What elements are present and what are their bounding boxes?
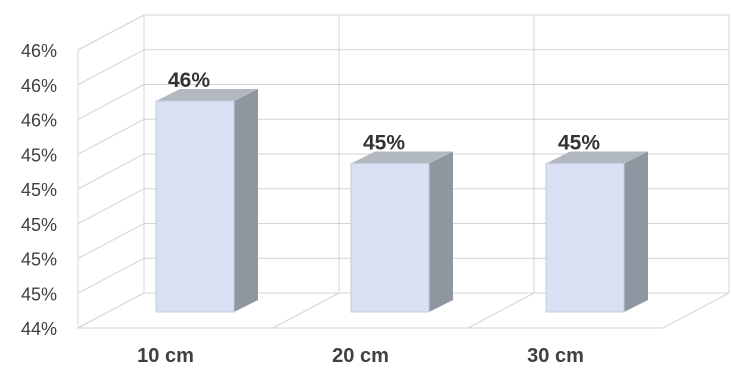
bar-front	[545, 163, 625, 313]
data-label: 45%	[363, 132, 405, 155]
y-axis: 44% 45% 45% 45% 45% 45% 46% 46% 46%	[21, 41, 57, 339]
x-tick-label: 20 cm	[332, 345, 389, 367]
x-tick-label: 10 cm	[137, 345, 194, 367]
bar: 45%	[350, 132, 453, 313]
gridline-side	[77, 223, 145, 259]
data-label: 45%	[558, 132, 600, 155]
bars: 46% 45% 45%	[155, 69, 648, 313]
bar-side	[234, 88, 258, 312]
floor-divider	[467, 292, 535, 329]
y-tick-label: 45%	[21, 180, 57, 200]
y-tick-label: 45%	[21, 145, 57, 165]
bar-top	[156, 88, 258, 101]
y-tick-label: 46%	[21, 76, 57, 96]
y-tick-label: 45%	[21, 284, 57, 304]
bar: 45%	[545, 132, 648, 313]
bar: 46%	[155, 69, 258, 313]
bar-side	[624, 151, 648, 312]
x-axis: 10 cm 20 cm 30 cm	[137, 345, 584, 367]
x-tick-label: 30 cm	[527, 345, 584, 367]
bar-front	[350, 163, 430, 313]
y-tick-label: 45%	[21, 250, 57, 270]
bar-front	[155, 100, 235, 313]
y-tick-label: 44%	[21, 319, 57, 339]
y-tick-label: 46%	[21, 111, 57, 131]
y-tick-label: 45%	[21, 215, 57, 235]
y-tick-label: 46%	[21, 41, 57, 61]
bar-top	[546, 151, 648, 164]
bar-side	[429, 151, 453, 312]
gridline-side	[77, 188, 145, 225]
gridline-side	[77, 118, 145, 155]
bar-top	[351, 151, 453, 164]
gridline-side	[77, 257, 145, 294]
gridline-side	[77, 153, 145, 190]
gridline-side	[77, 49, 145, 86]
floor-divider	[272, 292, 340, 329]
gridline-side	[77, 84, 145, 120]
gridline-side	[77, 14, 145, 51]
data-label: 46%	[168, 69, 210, 92]
